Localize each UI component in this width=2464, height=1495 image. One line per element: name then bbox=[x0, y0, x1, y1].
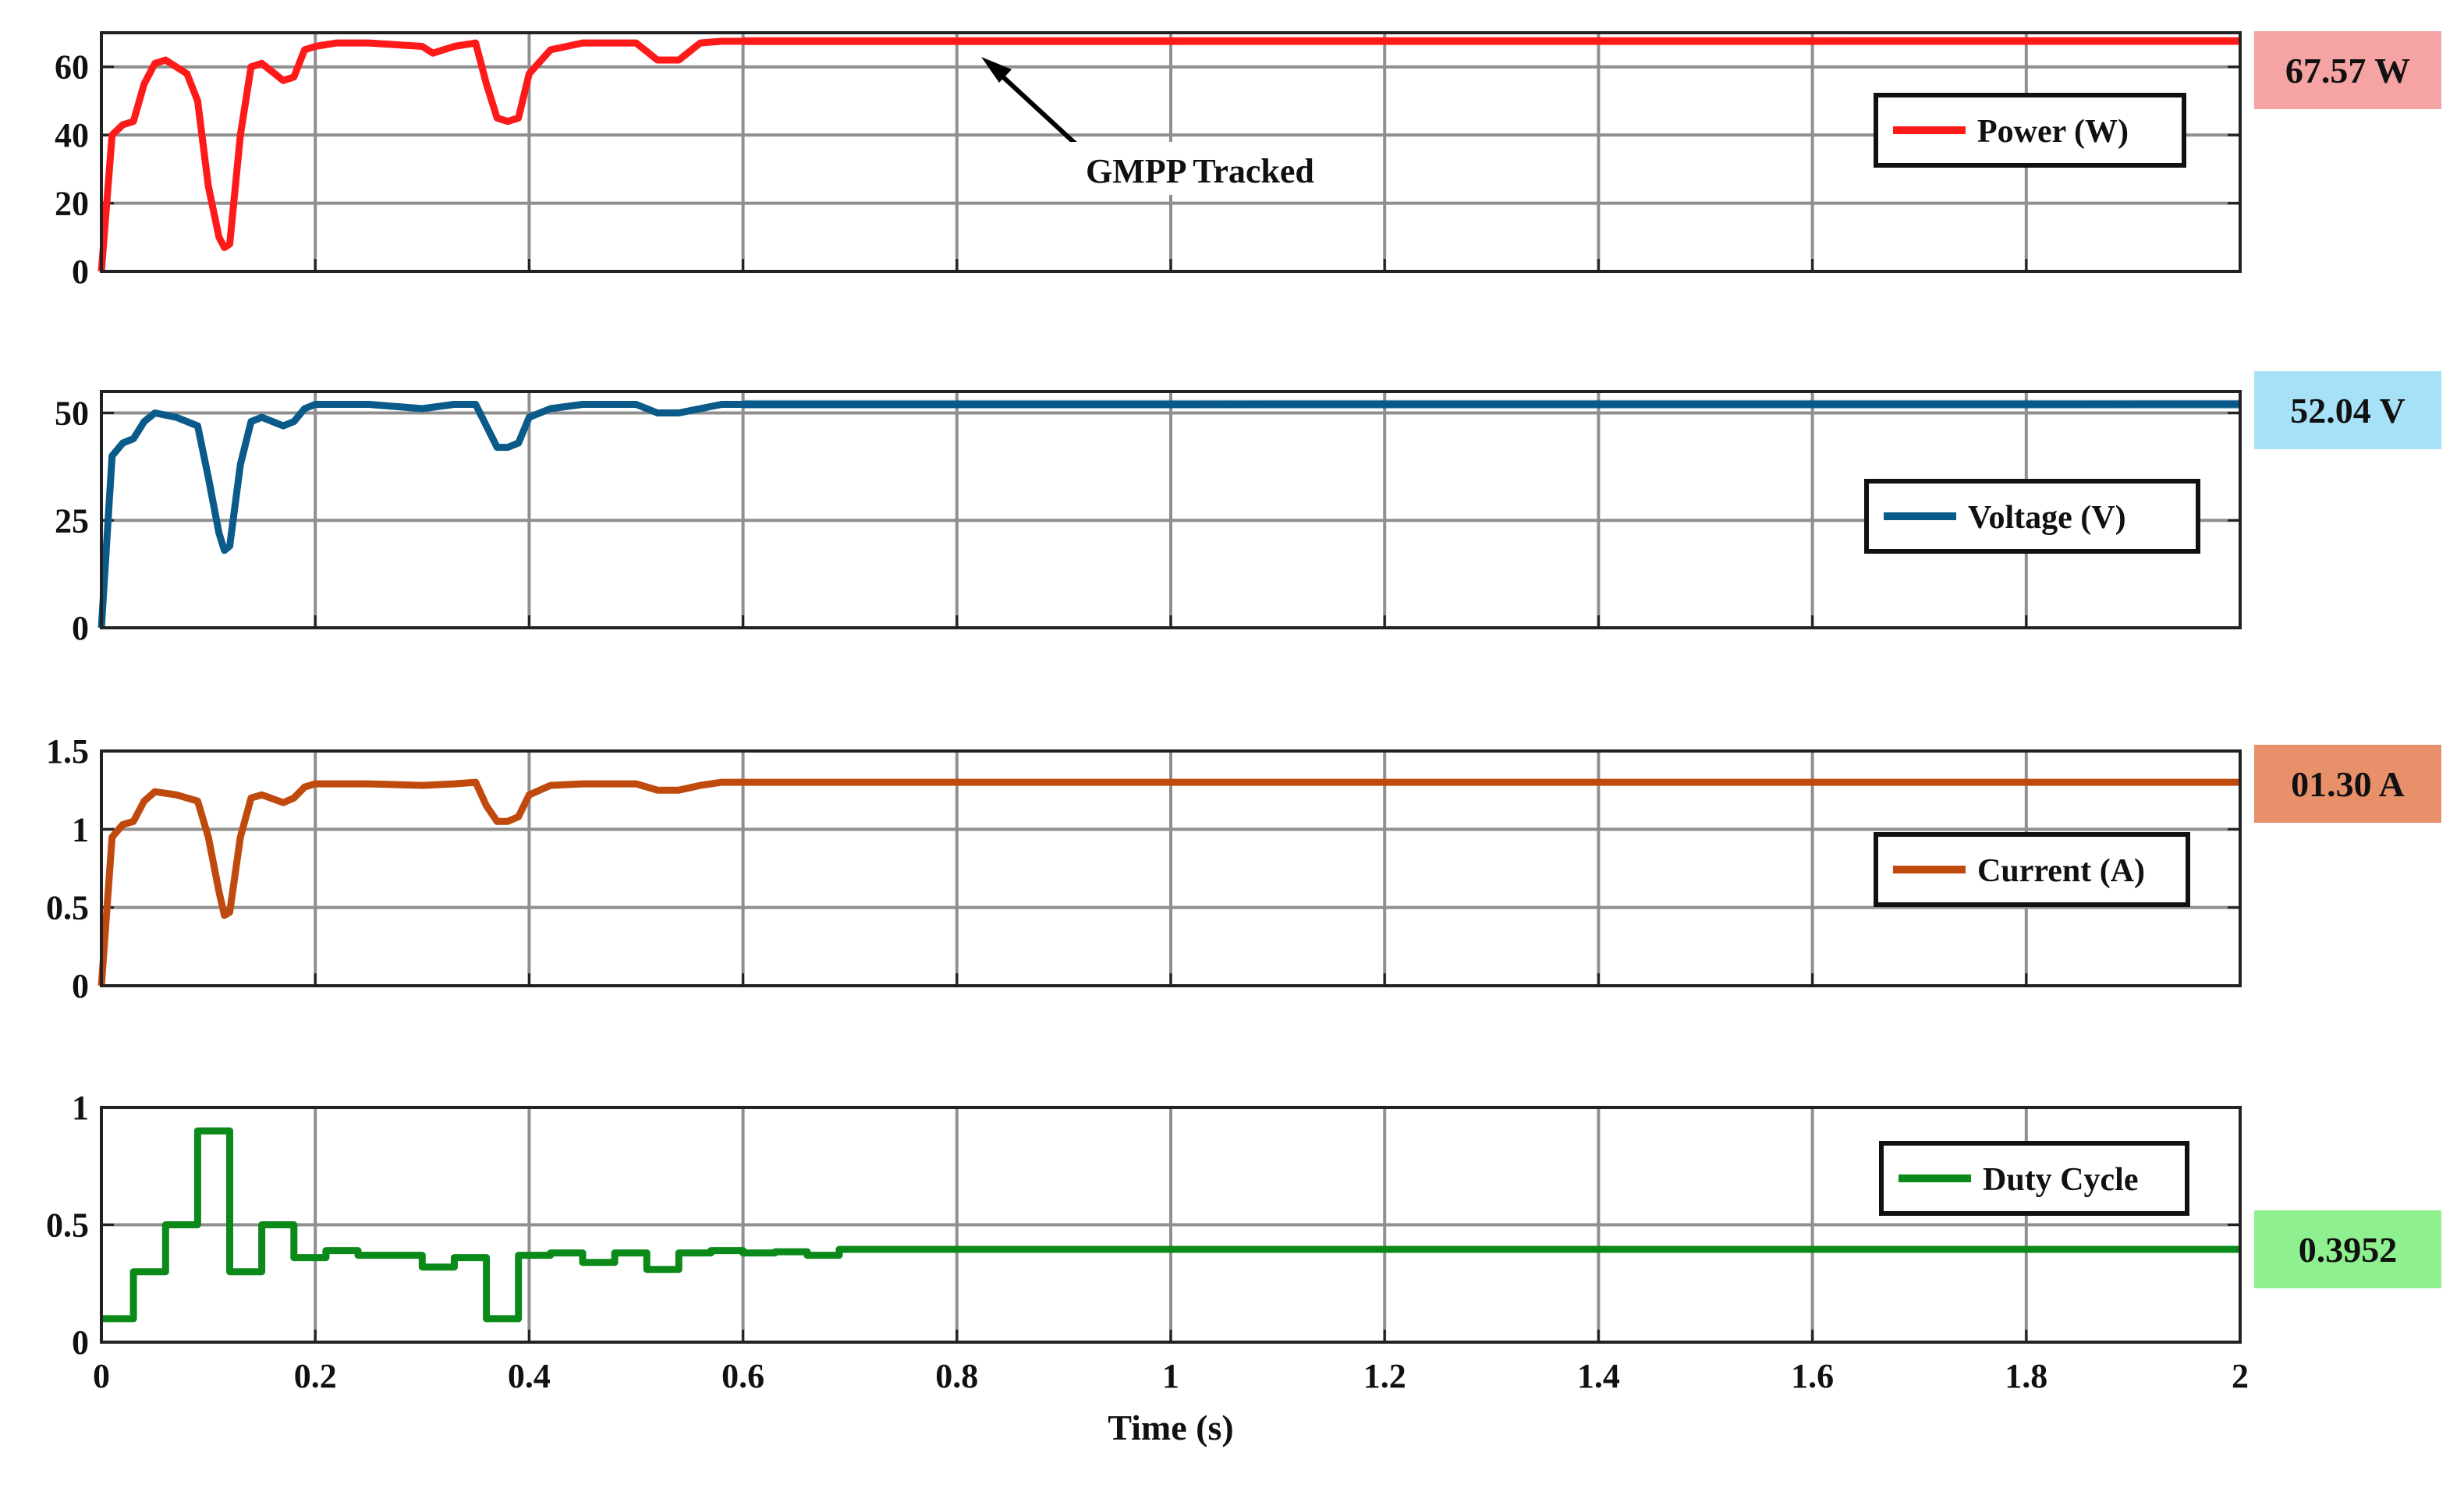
duty-panel: 0 0.5 1 0 0.2 0.4 0.6 0.8 1 1.2 1.4 1.6 1.8 2 Time (s)… bbox=[46, 1089, 2441, 1447]
voltage-series-line bbox=[97, 400, 2241, 629]
duty-series-line bbox=[101, 1127, 2240, 1323]
current-ytick-label: 0 bbox=[72, 967, 89, 1005]
duty-ytick-label: 1 bbox=[72, 1089, 89, 1127]
current-value-badge: 01.30 A bbox=[2254, 745, 2441, 823]
power-ytick-label: 20 bbox=[55, 185, 89, 223]
duty-xtick-label: 0.6 bbox=[721, 1357, 764, 1395]
gmpp-annotation: GMPP Tracked bbox=[981, 57, 1382, 195]
power-value-badge: 67.57 W bbox=[2254, 31, 2441, 109]
duty-xtick-label: 0.4 bbox=[508, 1357, 551, 1395]
annotation-label: GMPP Tracked bbox=[1086, 152, 1314, 190]
duty-xtick-label: 1.2 bbox=[1363, 1357, 1406, 1395]
duty-legend: Duty Cycle bbox=[1879, 1141, 2189, 1216]
power-legend: Power (W) bbox=[1874, 93, 2186, 168]
power-badge-background bbox=[2254, 31, 2441, 109]
duty-ytick-label: 0.5 bbox=[46, 1206, 89, 1245]
duty-legend-label: Duty Cycle bbox=[1983, 1162, 2138, 1198]
duty-xtick-label: 0 bbox=[93, 1357, 110, 1395]
current-legend-label: Current (A) bbox=[1977, 853, 2145, 889]
power-ytick-label: 40 bbox=[55, 116, 89, 154]
power-ytick-label: 60 bbox=[55, 48, 89, 87]
duty-xtick-label: 0.8 bbox=[935, 1357, 978, 1395]
current-badge-background bbox=[2254, 745, 2441, 823]
duty-badge-text: 0.3952 bbox=[2299, 1230, 2398, 1270]
power-ripple-band bbox=[743, 37, 2240, 45]
duty-xtick-label: 1.8 bbox=[2005, 1357, 2047, 1395]
duty-xtick-label: 0.2 bbox=[294, 1357, 337, 1395]
voltage-ytick-label: 50 bbox=[55, 395, 89, 433]
voltage-legend-label: Voltage (V) bbox=[1968, 500, 2126, 536]
power-badge-text: 67.57 W bbox=[2285, 51, 2410, 90]
voltage-legend: Voltage (V) bbox=[1864, 479, 2200, 554]
voltage-ytick-label: 0 bbox=[72, 609, 89, 647]
current-legend: Current (A) bbox=[1874, 832, 2190, 907]
x-axis-title: Time (s) bbox=[1108, 1408, 1233, 1447]
power-panel: 0 20 40 60 Power (W) 67.57 W bbox=[55, 31, 2441, 291]
voltage-value-badge: 52.04 V bbox=[2254, 371, 2441, 449]
annotation-arrow-shaft bbox=[988, 63, 1083, 151]
current-ytick-label: 1.5 bbox=[46, 732, 89, 771]
duty-ytick-label: 0 bbox=[72, 1323, 89, 1362]
power-ytick-label: 0 bbox=[72, 253, 89, 291]
annotation-arrow-head bbox=[981, 57, 1012, 83]
current-ytick-label: 0.5 bbox=[46, 889, 89, 927]
power-legend-label: Power (W) bbox=[1977, 114, 2129, 150]
current-series-line bbox=[97, 778, 2240, 987]
voltage-badge-text: 52.04 V bbox=[2290, 391, 2405, 430]
voltage-panel: 0 25 50 Voltage (V) 52.04 V bbox=[55, 371, 2441, 647]
current-ytick-label: 1 bbox=[72, 810, 89, 848]
current-ripple-band bbox=[743, 779, 2240, 786]
duty-xtick-label: 2 bbox=[2232, 1357, 2249, 1395]
duty-badge-background bbox=[2254, 1210, 2441, 1288]
duty-xtick-label: 1 bbox=[1162, 1357, 1179, 1395]
voltage-badge-background bbox=[2254, 371, 2441, 449]
duty-xtick-label: 1.6 bbox=[1791, 1357, 1834, 1395]
current-badge-text: 01.30 A bbox=[2291, 764, 2405, 804]
current-panel: 0 0.5 1 1.5 Current (A) 01.30 A bbox=[46, 732, 2441, 1005]
duty-xtick-label: 1.4 bbox=[1577, 1357, 1620, 1395]
power-series-line bbox=[97, 37, 2241, 272]
duty-value-badge: 0.3952 bbox=[2254, 1210, 2441, 1288]
voltage-ripple-band bbox=[743, 399, 2240, 409]
voltage-ytick-label: 25 bbox=[55, 501, 89, 540]
annotation-background bbox=[1070, 142, 1382, 195]
